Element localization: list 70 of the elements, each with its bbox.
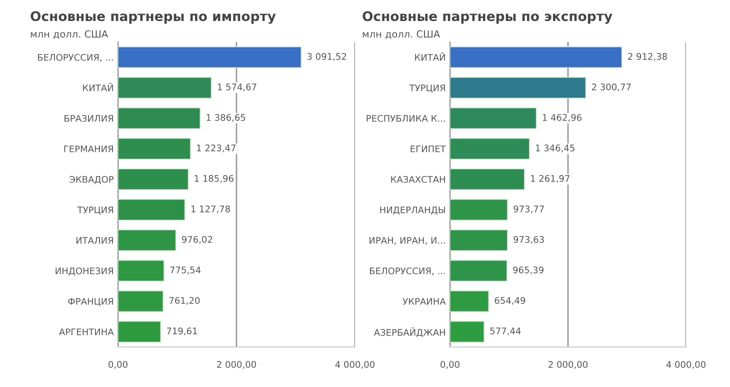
chart-subtitle: млн долл. США xyxy=(30,30,108,39)
data-label: 1 574,67 xyxy=(218,84,256,92)
bar xyxy=(118,260,164,282)
data-label: 1 185,96 xyxy=(194,175,234,183)
x-tick-label: 2 000,00 xyxy=(548,361,588,369)
bar xyxy=(450,290,490,312)
x-tick-label: 2 000,00 xyxy=(217,361,256,369)
data-label: 1 223,47 xyxy=(197,144,236,152)
x-tick-label: 0,00 xyxy=(108,361,128,369)
bar xyxy=(450,46,622,68)
data-label: 1 261,97 xyxy=(531,175,570,183)
data-label: 2 300,77 xyxy=(592,84,631,92)
data-label: 976,02 xyxy=(182,236,212,244)
y-tick-label: ИНДОНЕЗИЯ xyxy=(56,267,113,276)
y-tick-label: УКРАИНА xyxy=(402,298,446,305)
y-tick-label: БЕЛОРУССИЯ, ... xyxy=(38,54,113,62)
y-tick-label: КИТАЙ xyxy=(83,82,113,92)
data-label: 2 912,38 xyxy=(628,53,667,61)
bar xyxy=(450,320,484,343)
y-tick-label: БРАЗИЛИЯ xyxy=(64,114,113,122)
bar xyxy=(450,229,508,252)
data-label: 3 091,52 xyxy=(307,53,346,61)
bar xyxy=(118,46,302,68)
bar xyxy=(118,229,176,252)
data-label: 577,44 xyxy=(490,328,521,336)
data-label: 654,49 xyxy=(494,297,526,305)
data-label: 775,54 xyxy=(170,266,201,274)
chart-subtitle: млн долл. США xyxy=(362,30,440,39)
y-tick-label: КИТАЙ xyxy=(415,52,445,61)
y-tick-label: РЕСПУБЛИКА К... xyxy=(366,114,445,122)
bar xyxy=(118,107,201,130)
y-tick-label: ТУРЦИЯ xyxy=(409,84,445,93)
bar xyxy=(118,290,164,312)
data-label: 761,20 xyxy=(169,297,200,305)
y-tick-label: БЕЛОРУССИЯ, ... xyxy=(370,267,445,276)
data-label: 1 346,45 xyxy=(536,144,574,152)
bar xyxy=(118,138,191,160)
data-label: 973,77 xyxy=(514,206,544,214)
bar xyxy=(450,168,525,190)
data-label: 1 462,96 xyxy=(542,114,582,122)
data-label: 1 386,65 xyxy=(206,114,246,122)
y-tick-label: ИТАЛИЯ xyxy=(76,237,113,244)
y-tick-label: АРГЕНТИНА xyxy=(59,328,114,336)
bar xyxy=(450,107,537,130)
y-tick-label: ГЕРМАНИЯ xyxy=(64,146,113,152)
bar xyxy=(118,320,162,343)
bar xyxy=(450,260,508,282)
y-tick-label: НИДЕРЛАНДЫ xyxy=(380,206,445,215)
y-tick-label: ФРАНЦИЯ xyxy=(68,298,113,306)
x-tick-label: 0,00 xyxy=(440,361,460,369)
bar xyxy=(450,138,530,160)
data-label: 1 127,78 xyxy=(191,206,230,214)
bar xyxy=(118,76,212,99)
data-label: 965,39 xyxy=(513,266,544,274)
x-tick-label: 4 000,00 xyxy=(335,361,374,369)
x-tick-label: 4 000,00 xyxy=(666,361,706,369)
y-tick-label: ИРАН, ИРАН, И... xyxy=(370,237,445,245)
bar xyxy=(118,168,189,190)
bar xyxy=(450,76,586,99)
data-label: 973,63 xyxy=(514,236,544,244)
bar xyxy=(450,198,508,221)
y-tick-label: ЕГИПЕТ xyxy=(410,146,446,152)
y-tick-label: АЗЕРБАЙДЖАН xyxy=(374,327,445,338)
chart-title: Основные партнеры по импорту xyxy=(30,11,276,24)
y-tick-label: КАЗАХСТАН xyxy=(391,176,445,183)
data-label: 719,61 xyxy=(166,328,197,336)
y-tick-label: ЭКВАДОР xyxy=(70,176,114,184)
y-tick-label: ТУРЦИЯ xyxy=(77,206,113,215)
chart-title: Основные партнеры по экспорту xyxy=(362,11,612,24)
bar xyxy=(118,198,186,221)
